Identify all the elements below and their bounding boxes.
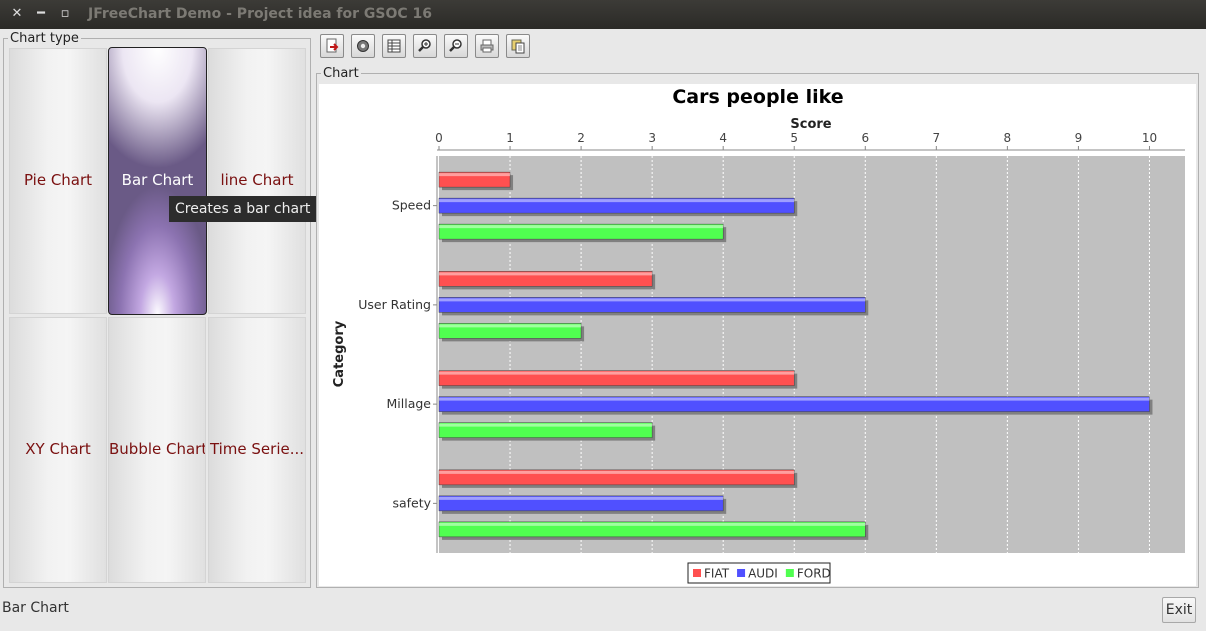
xy-chart-label: XY Chart	[25, 440, 91, 458]
bar-fiat	[438, 271, 653, 287]
category-label: Millage	[387, 396, 432, 411]
bar-fiat	[438, 171, 511, 188]
value-tick-label: 1	[506, 131, 514, 145]
legend-swatch-fiat	[693, 569, 701, 577]
chart-group: Chart	[316, 66, 1199, 588]
bar-highlight	[439, 199, 795, 203]
table-icon	[387, 39, 401, 53]
zoom-in-icon	[418, 39, 431, 52]
bar-audi	[438, 197, 795, 214]
table-button[interactable]	[382, 34, 406, 58]
copy-button[interactable]	[506, 34, 530, 58]
legend-label-ford: FORD	[797, 567, 831, 581]
category-label: Speed	[392, 198, 431, 213]
settings-button[interactable]	[351, 34, 375, 58]
chart-title: Cars people like	[672, 86, 843, 108]
pie-chart-label: Pie Chart	[23, 171, 93, 189]
bar-audi	[438, 297, 866, 313]
bar-chart-label: Bar Chart	[121, 171, 194, 189]
bar-ford	[438, 521, 866, 538]
bar-highlight	[439, 470, 795, 474]
bar-highlight	[439, 371, 795, 375]
bar-highlight	[439, 423, 653, 427]
maximize-icon[interactable]: ▫	[60, 6, 70, 21]
bar-chart-tooltip: Creates a bar chart	[169, 196, 317, 222]
zoom-out-icon	[449, 39, 462, 52]
legend-label-audi: AUDI	[748, 567, 778, 581]
status-text: Bar Chart	[2, 600, 69, 616]
value-tick-label: 0	[435, 131, 443, 145]
line-chart-label: line Chart	[220, 171, 294, 189]
zoom-in-button[interactable]	[413, 34, 437, 58]
export-icon	[326, 38, 339, 53]
bar-ford	[438, 223, 724, 240]
zoom-out-button[interactable]	[444, 34, 468, 58]
bar-highlight	[439, 272, 653, 276]
value-tick-label: 4	[719, 131, 727, 145]
print-icon	[480, 39, 494, 53]
minimize-icon[interactable]: ━	[37, 6, 45, 21]
bar-ford	[438, 422, 653, 438]
category-label: User Rating	[358, 297, 431, 312]
bar-fiat	[438, 370, 795, 386]
value-tick-label: 6	[861, 131, 869, 145]
time-series-label: Time Serie...	[209, 440, 305, 458]
bar-chart-button[interactable]: Bar Chart	[108, 47, 207, 315]
value-tick-label: 3	[648, 131, 656, 145]
legend-swatch-ford	[785, 569, 794, 577]
bar-highlight	[439, 324, 582, 328]
value-tick-label: 7	[933, 131, 941, 145]
bar-highlight	[439, 298, 866, 302]
chart-legend	[687, 562, 831, 584]
time-series-button[interactable]: Time Serie...	[208, 317, 306, 583]
print-button[interactable]	[475, 34, 499, 58]
legend-swatch-audi	[737, 569, 746, 577]
copy-icon	[511, 39, 525, 54]
bubble-chart-label: Bubble Chart	[109, 440, 206, 458]
value-tick-label: 9	[1075, 131, 1083, 145]
bar-audi	[438, 495, 724, 512]
legend-label-fiat: FIAT	[704, 567, 730, 581]
value-tick-label: 2	[577, 131, 585, 145]
value-tick-label: 5	[790, 131, 798, 145]
value-tick-label: 10	[1142, 131, 1157, 145]
chart-panel: Cars people like Score Category 0 1 2 3 4 5 6 7…	[319, 84, 1196, 586]
category-label: safety	[392, 495, 431, 510]
window-title: JFreeChart Demo - Project idea for GSOC …	[88, 6, 432, 22]
bar-audi	[438, 396, 1150, 412]
bar-fiat	[438, 469, 795, 486]
chart-type-group: Chart type	[3, 31, 311, 588]
xy-chart-button[interactable]: XY Chart	[9, 317, 107, 583]
bubble-chart-button[interactable]: Bubble Chart	[108, 317, 206, 583]
x-axis-label: Score	[790, 117, 831, 132]
close-icon[interactable]: ✕	[11, 6, 23, 21]
bar-highlight	[439, 397, 1150, 401]
export-button[interactable]	[320, 34, 344, 58]
bar-ford	[438, 323, 582, 339]
bar-highlight	[439, 522, 866, 526]
chart-type-legend: Chart type	[10, 31, 79, 46]
title-bar: ✕ ━ ▫ JFreeChart Demo - Project idea for…	[0, 0, 1206, 29]
settings-icon	[357, 40, 369, 52]
value-tick-label: 8	[1004, 131, 1012, 145]
y-axis-label: Category	[332, 320, 347, 387]
bar-highlight	[439, 496, 724, 500]
bar-chart: Cars people like Score Category 0 1 2 3 4 5 6 7…	[332, 86, 1185, 584]
exit-button[interactable]: Exit	[1162, 597, 1196, 623]
bar-highlight	[439, 225, 724, 229]
bar-highlight	[439, 173, 511, 177]
chart-legend-title: Chart	[323, 66, 359, 81]
pie-chart-button[interactable]: Pie Chart	[9, 48, 107, 314]
line-chart-button[interactable]: line Chart	[208, 48, 306, 314]
